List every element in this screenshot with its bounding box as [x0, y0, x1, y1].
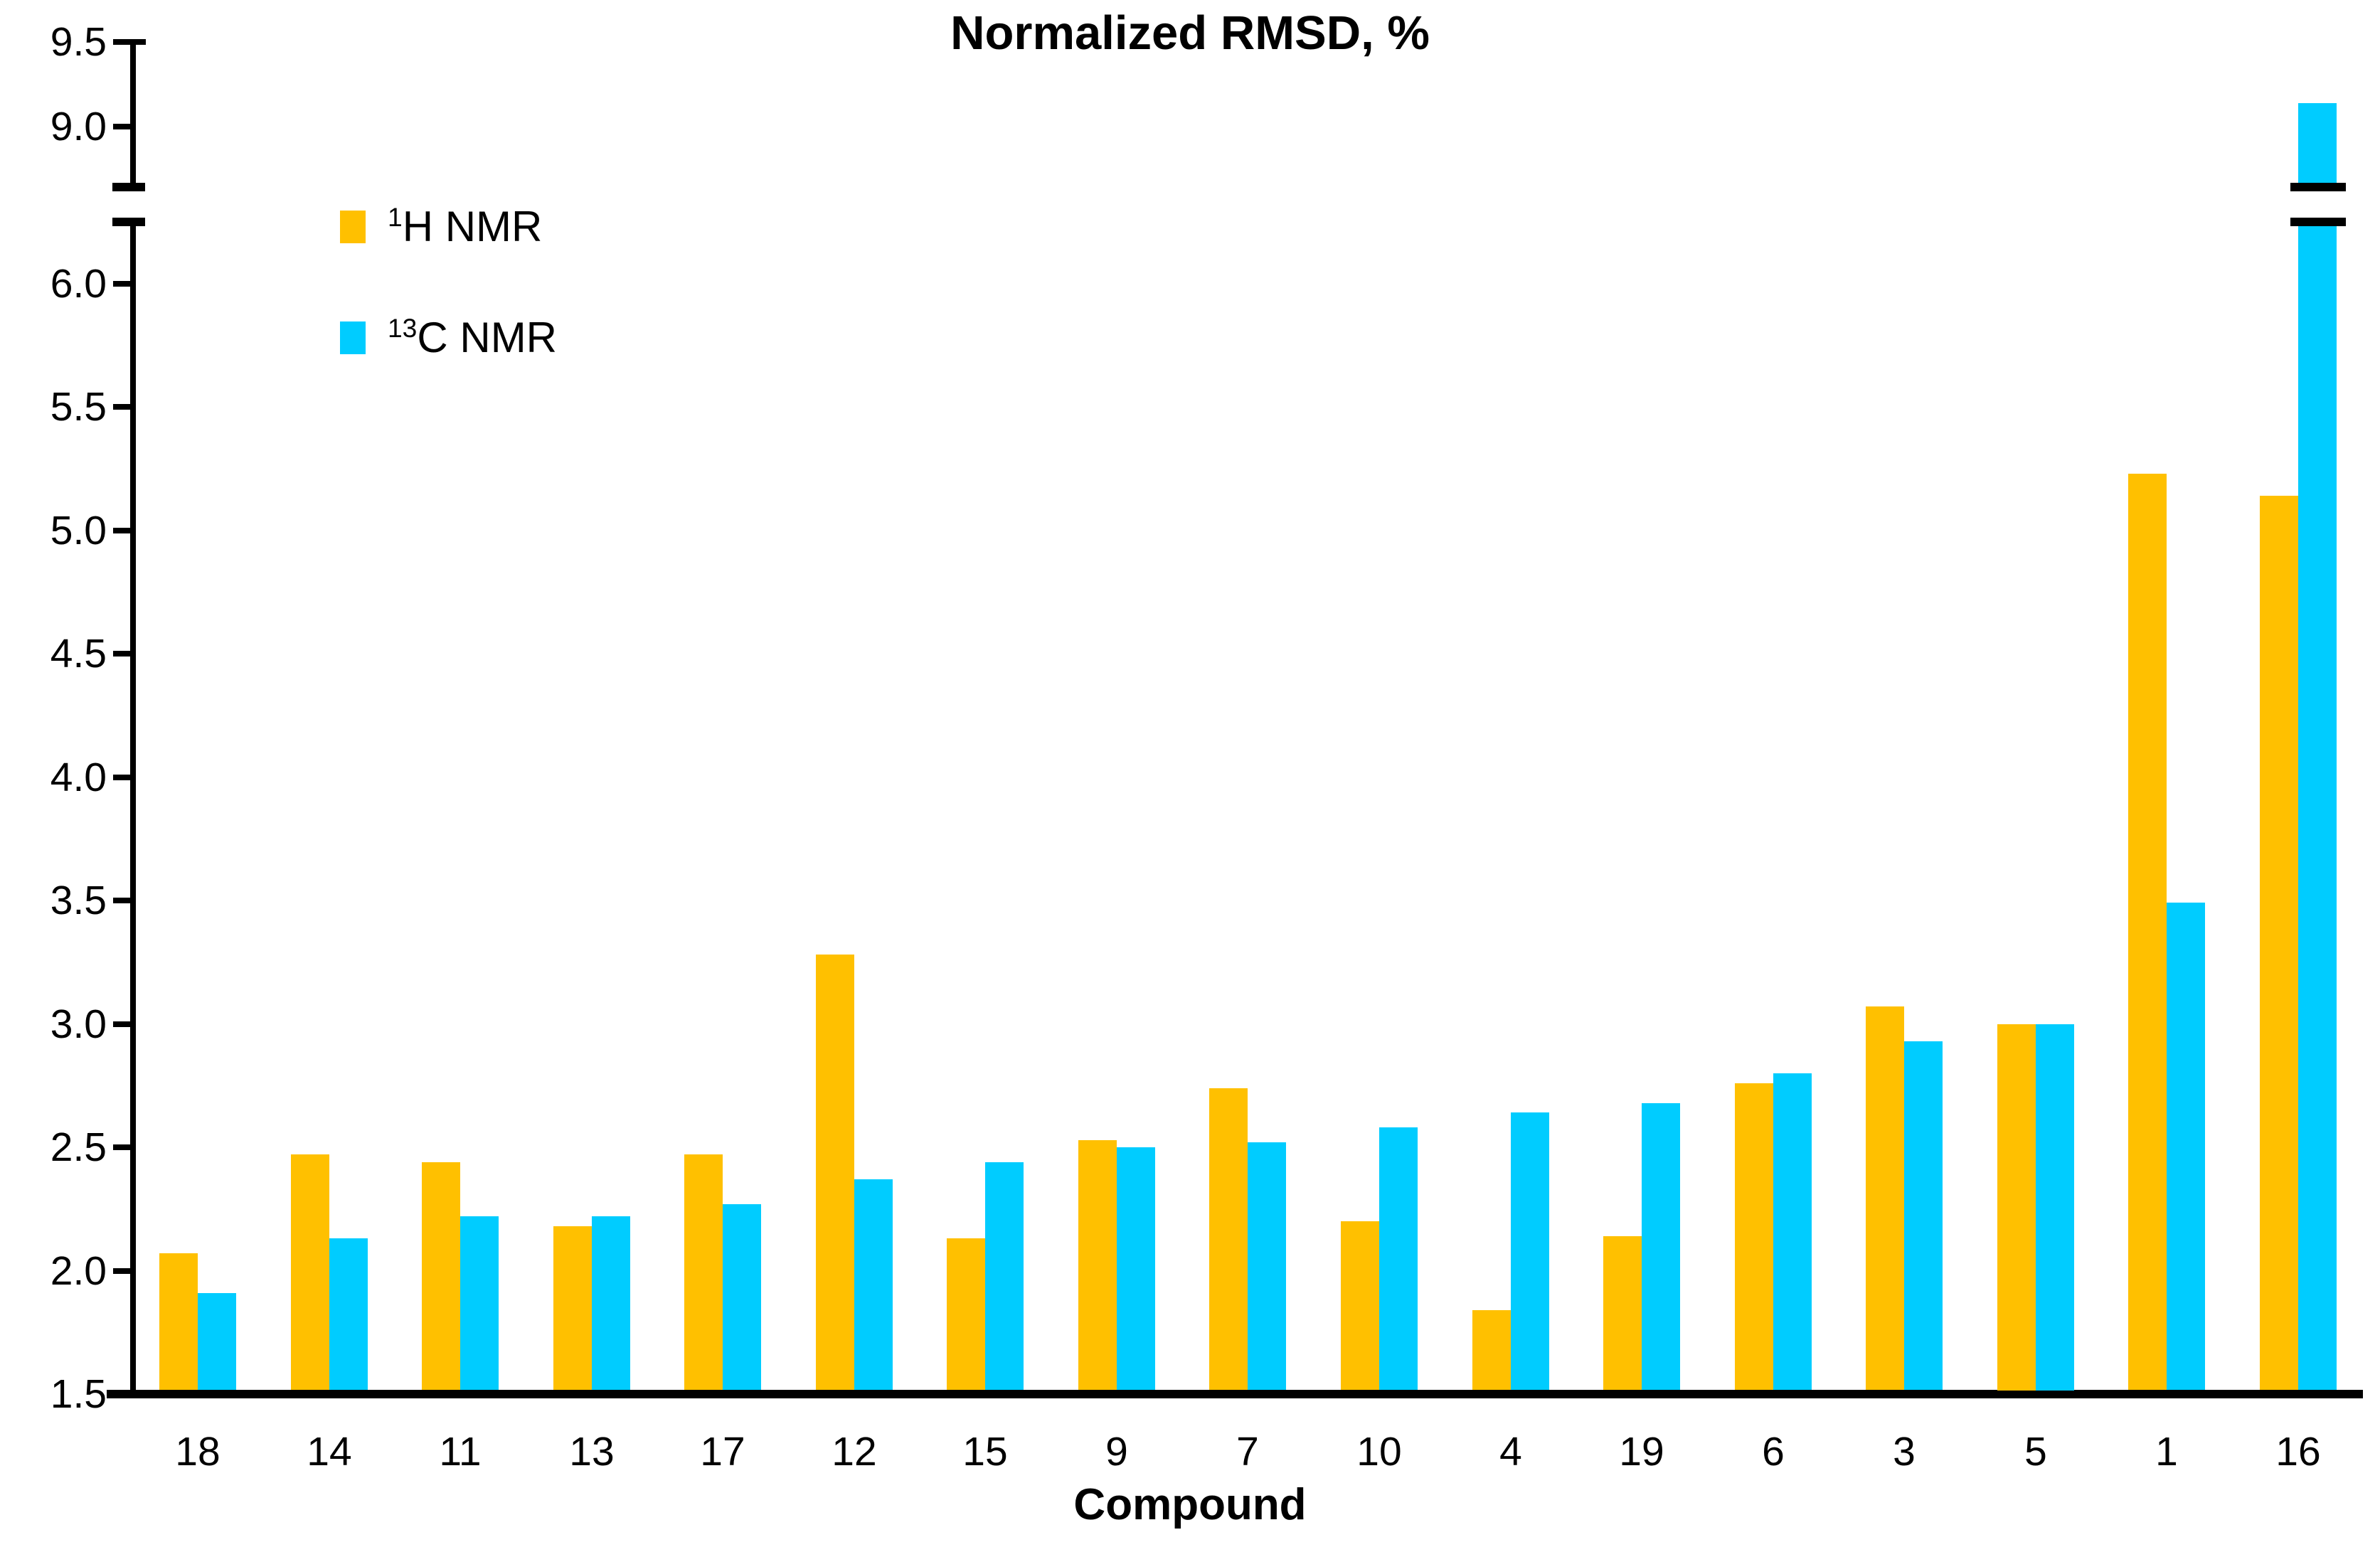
bar-1h-compound-12 — [816, 955, 854, 1390]
bar-1h-compound-18 — [159, 1253, 198, 1390]
legend-superscript-13: 13 — [388, 313, 418, 343]
x-tick-label-compound-13: 13 — [569, 1429, 615, 1474]
y-tick-4.0 — [113, 775, 130, 780]
axis-break-mark-left-lower — [112, 218, 145, 226]
bar-13c-compound-14 — [329, 1238, 368, 1390]
legend-superscript-1: 1 — [388, 202, 403, 232]
bar-13c-compound-18 — [198, 1293, 236, 1390]
bar-1h-compound-13 — [553, 1226, 592, 1390]
bar-1h-compound-5 — [1997, 1024, 2036, 1391]
bar-13c-compound-5 — [2036, 1024, 2074, 1391]
x-tick-label-compound-1: 1 — [2155, 1429, 2178, 1474]
axis-break-mark-right-lower — [2290, 218, 2346, 226]
x-tick-label-compound-4: 4 — [1499, 1429, 1522, 1474]
y-tick-label-9.5: 9.5 — [50, 19, 107, 65]
x-tick-label-compound-18: 18 — [175, 1429, 221, 1474]
bar-1h-compound-11 — [422, 1162, 460, 1390]
y-axis-line-lower-segment — [130, 218, 136, 1398]
bar-13c-compound-10 — [1379, 1127, 1418, 1390]
x-tick-label-compound-7: 7 — [1236, 1429, 1259, 1474]
x-tick-label-compound-6: 6 — [1762, 1429, 1785, 1474]
x-tick-label-compound-17: 17 — [700, 1429, 745, 1474]
y-tick-label-4.5: 4.5 — [50, 631, 107, 676]
bar-1h-compound-19 — [1603, 1236, 1642, 1390]
bar-13c-compound-19 — [1642, 1103, 1680, 1390]
bar-1h-compound-16 — [2260, 496, 2298, 1390]
x-tick-label-compound-16: 16 — [2275, 1429, 2321, 1474]
x-tick-label-compound-15: 15 — [962, 1429, 1008, 1474]
axis-break-mark-right-upper — [2290, 183, 2346, 191]
legend-text-1h-nmr: H NMR — [402, 203, 543, 250]
y-tick-2.5 — [113, 1144, 130, 1150]
y-tick-label-2.0: 2.0 — [50, 1248, 107, 1294]
bar-13c-compound-16-lower — [2298, 218, 2337, 1390]
bar-1h-compound-9 — [1078, 1140, 1117, 1390]
bar-1h-compound-1 — [2128, 474, 2167, 1390]
bar-13c-compound-11 — [460, 1216, 499, 1390]
bar-13c-compound-16-upper — [2298, 103, 2337, 191]
bar-1h-compound-15 — [947, 1238, 985, 1390]
x-tick-label-compound-10: 10 — [1356, 1429, 1402, 1474]
y-tick-label-3.0: 3.0 — [50, 1001, 107, 1047]
bar-1h-compound-17 — [684, 1154, 723, 1390]
bar-13c-compound-6 — [1773, 1073, 1812, 1390]
bar-13c-compound-13 — [592, 1216, 630, 1390]
y-tick-5.0 — [113, 528, 130, 533]
legend-label-13c-nmr: 13C NMR — [388, 313, 558, 361]
y-tick-9.5 — [113, 39, 146, 45]
legend-swatch-1h-nmr — [340, 211, 366, 243]
y-axis-line-upper-segment — [130, 39, 136, 191]
y-tick-label-9.0: 9.0 — [50, 104, 107, 149]
axis-break-mark-left-upper — [112, 183, 145, 191]
y-tick-label-6.0: 6.0 — [50, 261, 107, 307]
y-tick-5.5 — [113, 404, 130, 410]
legend-text-13c-nmr: C NMR — [417, 314, 558, 361]
y-tick-3.0 — [113, 1021, 130, 1027]
bar-13c-compound-17 — [723, 1204, 761, 1390]
y-tick-label-3.5: 3.5 — [50, 878, 107, 923]
y-tick-9.0 — [113, 124, 130, 129]
y-tick-4.5 — [113, 651, 130, 657]
bar-1h-compound-3 — [1866, 1006, 1904, 1390]
y-tick-2.0 — [113, 1268, 130, 1274]
x-axis-line — [107, 1390, 2363, 1398]
y-tick-6.0 — [113, 281, 130, 287]
x-axis-title: Compound — [1073, 1480, 1307, 1529]
bar-1h-compound-14 — [291, 1154, 329, 1390]
bar-13c-compound-1 — [2167, 903, 2205, 1390]
legend-swatch-13c-nmr — [340, 321, 366, 354]
x-tick-label-compound-5: 5 — [2024, 1429, 2047, 1474]
x-tick-label-compound-19: 19 — [1619, 1429, 1664, 1474]
bar-13c-compound-12 — [854, 1179, 893, 1390]
bar-13c-compound-15 — [985, 1162, 1024, 1390]
bar-13c-compound-7 — [1248, 1142, 1286, 1390]
y-tick-label-5.5: 5.5 — [50, 384, 107, 430]
chart-title: Normalized RMSD, % — [950, 6, 1430, 60]
x-tick-label-compound-12: 12 — [832, 1429, 877, 1474]
x-tick-label-compound-3: 3 — [1893, 1429, 1916, 1474]
x-tick-label-compound-14: 14 — [307, 1429, 352, 1474]
y-tick-label-5.0: 5.0 — [50, 508, 107, 553]
bar-1h-compound-6 — [1735, 1083, 1773, 1390]
bar-1h-compound-10 — [1341, 1221, 1379, 1390]
bar-13c-compound-9 — [1117, 1147, 1155, 1390]
y-tick-label-1.5: 1.5 — [50, 1371, 107, 1417]
y-tick-1.5 — [113, 1391, 130, 1397]
y-tick-label-4.0: 4.0 — [50, 755, 107, 800]
bar-13c-compound-4 — [1511, 1112, 1549, 1390]
y-tick-3.5 — [113, 898, 130, 903]
legend-label-1h-nmr: 1H NMR — [388, 202, 543, 250]
bar-1h-compound-4 — [1472, 1310, 1511, 1390]
x-tick-label-compound-11: 11 — [439, 1429, 482, 1474]
bar-1h-compound-7 — [1209, 1088, 1248, 1390]
y-tick-label-2.5: 2.5 — [50, 1125, 107, 1170]
x-tick-label-compound-9: 9 — [1105, 1429, 1128, 1474]
bar-13c-compound-3 — [1904, 1041, 1943, 1390]
